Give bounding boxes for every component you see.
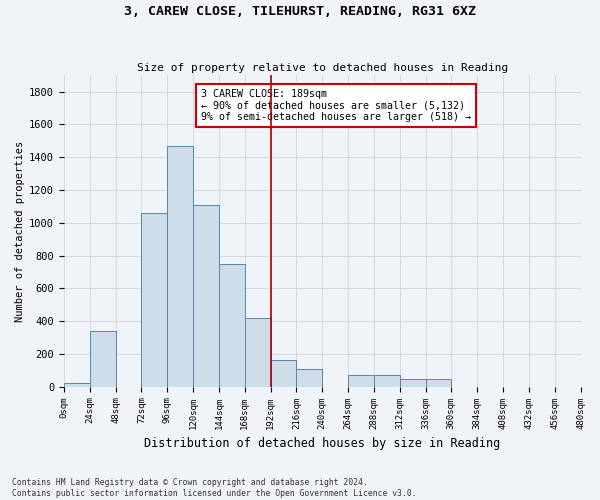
Bar: [219, 264, 245, 386]
Bar: [64, 384, 90, 386]
Bar: [271, 360, 296, 386]
Bar: [167, 146, 193, 386]
Bar: [142, 213, 167, 386]
Bar: [374, 375, 400, 386]
Bar: [296, 368, 322, 386]
X-axis label: Distribution of detached houses by size in Reading: Distribution of detached houses by size …: [144, 437, 500, 450]
Text: Contains HM Land Registry data © Crown copyright and database right 2024.
Contai: Contains HM Land Registry data © Crown c…: [12, 478, 416, 498]
Bar: [348, 375, 374, 386]
Bar: [400, 380, 425, 386]
Bar: [245, 318, 271, 386]
Bar: [425, 380, 451, 386]
Bar: [193, 204, 219, 386]
Y-axis label: Number of detached properties: Number of detached properties: [15, 140, 25, 322]
Title: Size of property relative to detached houses in Reading: Size of property relative to detached ho…: [137, 63, 508, 73]
Bar: [90, 331, 116, 386]
Text: 3, CAREW CLOSE, TILEHURST, READING, RG31 6XZ: 3, CAREW CLOSE, TILEHURST, READING, RG31…: [124, 5, 476, 18]
Text: 3 CAREW CLOSE: 189sqm
← 90% of detached houses are smaller (5,132)
9% of semi-de: 3 CAREW CLOSE: 189sqm ← 90% of detached …: [201, 89, 471, 122]
